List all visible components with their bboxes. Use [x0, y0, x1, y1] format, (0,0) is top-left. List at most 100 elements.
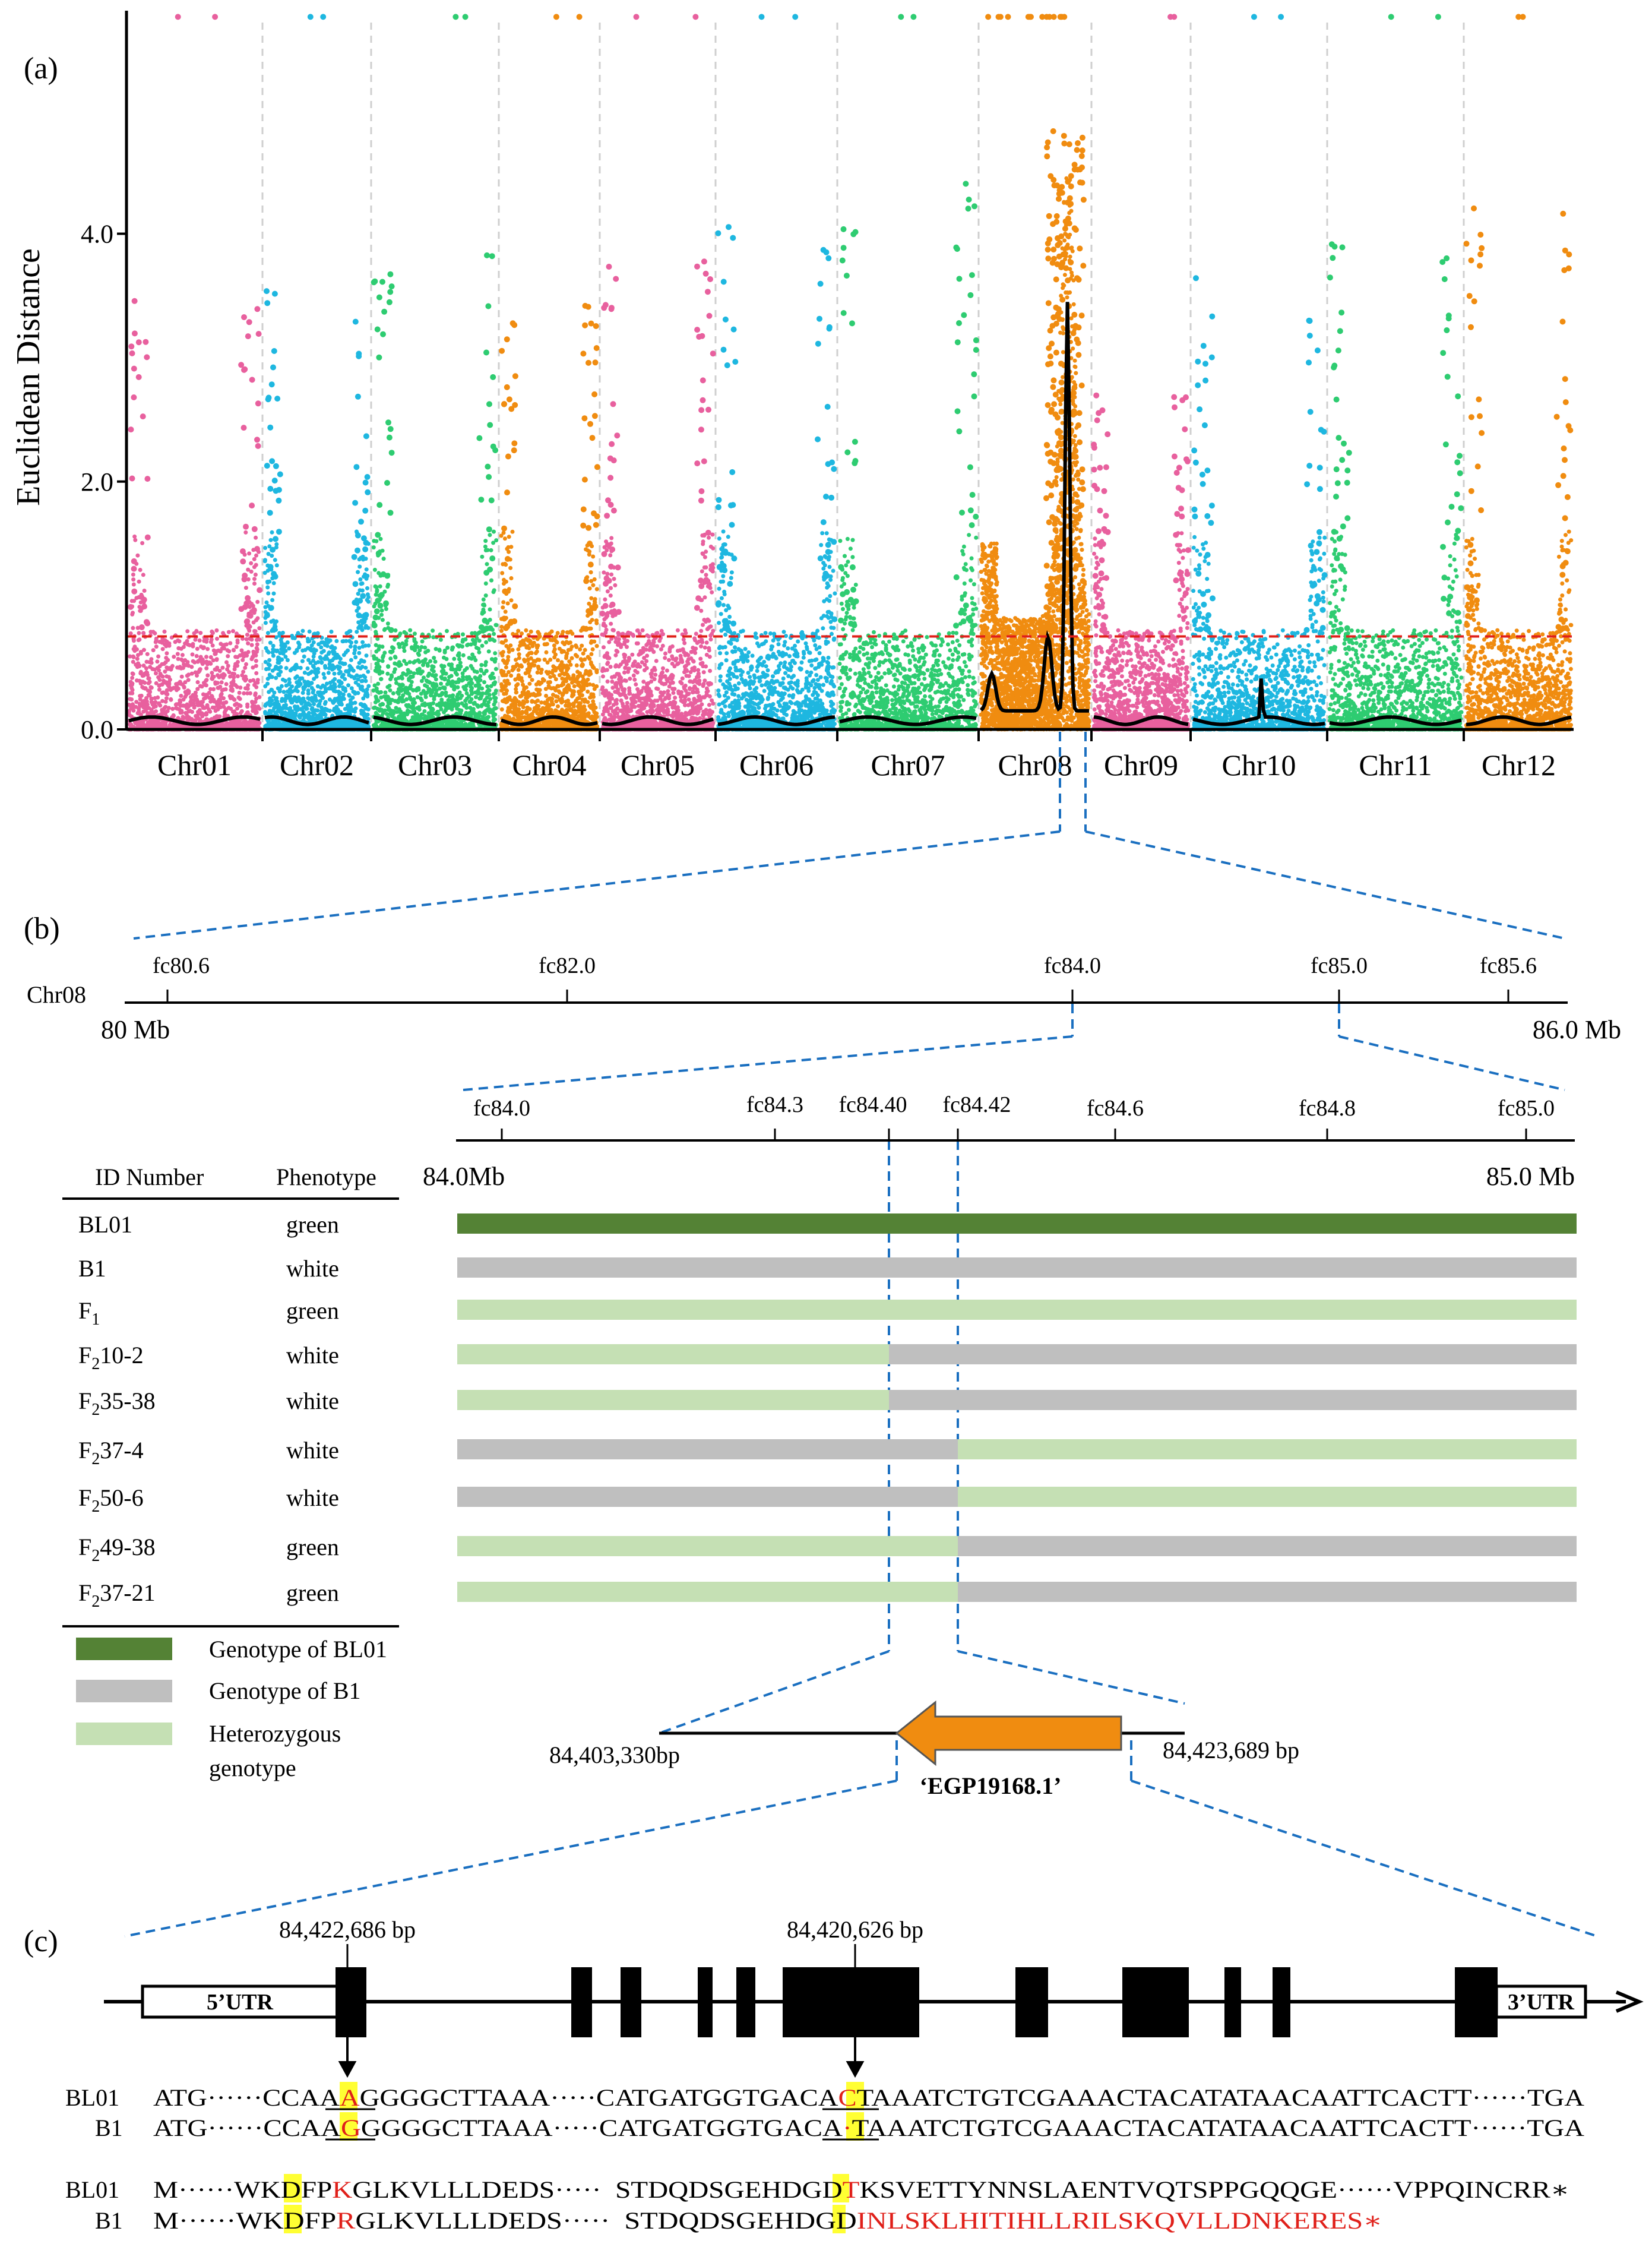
snp-point: [158, 712, 163, 717]
snp-point: [138, 568, 143, 572]
snp-point: [153, 640, 158, 644]
snp-point: [442, 685, 447, 690]
snp-point: [207, 691, 211, 695]
outlier-point: [257, 587, 263, 593]
snp-point: [469, 697, 474, 701]
outlier-point: [387, 426, 394, 432]
snp-point: [394, 677, 398, 682]
outlier-point: [131, 558, 137, 564]
outlier-point: [264, 288, 270, 295]
snp-point: [224, 660, 229, 665]
snp-point: [456, 703, 460, 707]
snp-point: [186, 678, 191, 682]
snp-point: [412, 637, 417, 641]
snp-point: [412, 671, 416, 676]
snp-point: [280, 697, 284, 701]
snp-point: [392, 716, 397, 720]
snp-point: [131, 577, 136, 582]
snp-point: [179, 666, 183, 671]
snp-point: [378, 584, 382, 589]
snp-point: [463, 637, 468, 641]
snp-point: [287, 687, 292, 691]
outlier-point: [365, 489, 371, 495]
snp-point: [217, 668, 222, 673]
snp-point: [203, 696, 208, 700]
snp-point: [489, 708, 494, 713]
snp-point: [255, 642, 259, 647]
snp-point: [174, 702, 179, 707]
snp-point: [356, 682, 361, 687]
snp-point: [250, 723, 255, 728]
snp-point: [483, 660, 488, 665]
snp-point: [134, 700, 139, 704]
snp-point: [442, 655, 446, 660]
outlier-point: [378, 592, 385, 598]
snp-point: [274, 563, 279, 568]
snp-point: [473, 658, 478, 662]
snp-point: [254, 696, 259, 701]
outlier-point: [128, 603, 134, 610]
snp-point: [246, 683, 251, 688]
snp-point: [292, 665, 296, 670]
snp-point: [422, 675, 426, 680]
snp-point: [160, 638, 165, 643]
snp-point: [257, 695, 262, 700]
snp-point: [232, 724, 236, 729]
snp-point: [208, 640, 213, 644]
snp-point: [142, 647, 146, 652]
snp-point: [337, 671, 341, 676]
snp-point: [355, 608, 359, 613]
snp-point: [396, 691, 401, 696]
snp-point: [374, 592, 378, 597]
snp-point: [448, 704, 453, 709]
snp-point: [274, 542, 279, 546]
snp-point: [153, 667, 157, 672]
snp-point: [379, 608, 384, 613]
snp-point: [157, 668, 162, 672]
snp-point: [265, 585, 270, 590]
outlier-point: [254, 437, 260, 443]
snp-point: [359, 687, 363, 691]
outlier-point: [486, 474, 492, 480]
outlier-point: [273, 536, 279, 542]
snp-point: [437, 648, 442, 653]
outlier-point: [375, 550, 382, 557]
outlier-point: [489, 253, 495, 260]
snp-point: [479, 668, 483, 673]
snp-point: [491, 719, 496, 723]
outlier-point: [376, 502, 383, 508]
snp-point: [138, 650, 143, 655]
outlier-point: [375, 532, 381, 538]
snp-point: [147, 693, 152, 698]
snp-point: [463, 699, 468, 703]
snp-point: [276, 672, 281, 677]
snp-point: [248, 691, 252, 696]
snp-point: [440, 691, 444, 696]
outlier-point: [362, 546, 369, 552]
snp-point: [195, 646, 200, 651]
snp-point: [176, 646, 181, 650]
outlier-point: [249, 502, 255, 509]
snp-point: [312, 651, 317, 656]
snp-point: [337, 679, 342, 684]
snp-point: [556, 658, 560, 662]
snp-point: [489, 657, 494, 662]
snp-point: [309, 648, 314, 653]
snp-point: [458, 696, 463, 700]
snp-point: [181, 697, 186, 702]
snp-point: [416, 658, 420, 663]
snp-point: [483, 593, 488, 598]
snp-point: [493, 622, 498, 627]
snp-point: [189, 671, 194, 676]
snp-point: [246, 641, 251, 646]
outlier-point: [487, 422, 493, 428]
snp-point: [331, 700, 336, 705]
snp-point: [482, 680, 486, 684]
snp-point: [255, 680, 260, 685]
outlier-point: [267, 510, 273, 516]
outlier-point: [483, 570, 490, 576]
snp-point: [305, 666, 310, 671]
snp-point: [318, 656, 323, 660]
outlier-point: [270, 364, 276, 371]
snp-points: [126, 14, 1574, 732]
